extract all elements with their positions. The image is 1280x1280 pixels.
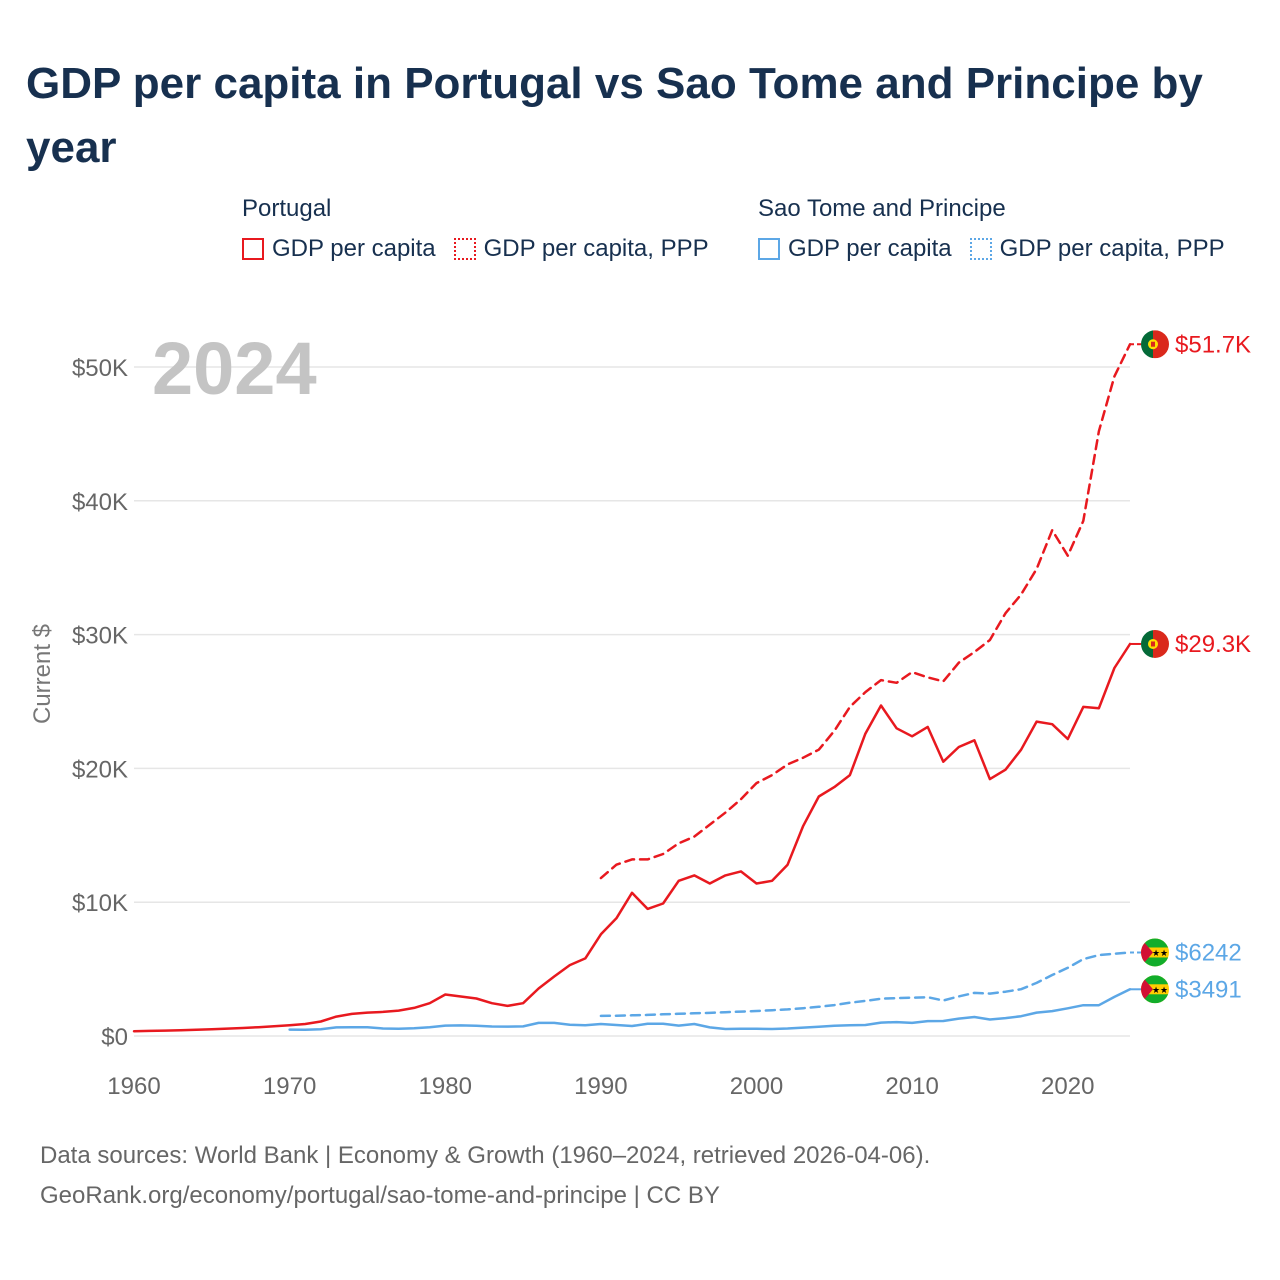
grid-lines bbox=[134, 366, 1130, 1037]
chart-title: GDP per capita in Portugal vs Sao Tome a… bbox=[26, 59, 1203, 172]
series-lines bbox=[132, 343, 1132, 1033]
legend-swatch-solid-icon bbox=[758, 238, 780, 260]
legend-item-label: GDP per capita bbox=[272, 235, 436, 262]
y-tick-label: $10K bbox=[72, 890, 128, 917]
legend-item-portugal-gdp[interactable]: GDP per capita bbox=[242, 234, 436, 264]
x-tick-label: 2010 bbox=[885, 1073, 938, 1100]
legend-country-label: Portugal bbox=[242, 195, 332, 222]
y-tick-label: $40K bbox=[72, 489, 128, 516]
legend-item-label: GDP per capita, PPP bbox=[999, 235, 1225, 262]
legend-item-label: GDP per capita bbox=[788, 235, 952, 262]
legend-group-sao-tome: Sao Tome and Principe GDP per capita GDP… bbox=[758, 194, 1225, 264]
y-tick-label: $0 bbox=[101, 1024, 128, 1051]
footer-sources: Data sources: World Bank | Economy & Gro… bbox=[40, 1142, 931, 1169]
end-value-label: $29.3K bbox=[1175, 631, 1251, 658]
sao-tome-flag-icon: ★★ bbox=[1141, 938, 1169, 967]
x-tick-label: 1990 bbox=[574, 1073, 627, 1100]
series-line-0 bbox=[132, 642, 1132, 1033]
legend-swatch-dotted-icon bbox=[453, 238, 476, 260]
x-tick-label: 1960 bbox=[107, 1073, 160, 1100]
year-watermark: 2024 bbox=[152, 327, 317, 410]
y-axis-label: Current $ bbox=[29, 624, 56, 724]
series-line-3 bbox=[599, 951, 1132, 1018]
end-value-label: $51.7K bbox=[1175, 331, 1251, 358]
y-tick-label: $50K bbox=[72, 355, 128, 382]
legend-swatch-dotted-icon bbox=[969, 238, 992, 260]
series-line-1 bbox=[599, 343, 1132, 880]
y-tick-label: $30K bbox=[72, 623, 128, 650]
legend-country-label: Sao Tome and Principe bbox=[758, 195, 1006, 222]
legend-item-sao-tome-gdp-ppp[interactable]: GDP per capita, PPP bbox=[969, 234, 1225, 264]
portugal-flag-icon bbox=[1141, 629, 1169, 658]
svg-text:★★: ★★ bbox=[1152, 986, 1168, 996]
x-tick-label: 2000 bbox=[730, 1073, 783, 1100]
sao-tome-flag-icon: ★★ bbox=[1141, 975, 1169, 1004]
legend-item-portugal-gdp-ppp[interactable]: GDP per capita, PPP bbox=[453, 234, 709, 264]
legend-group-portugal: Portugal GDP per capita GDP per capita, … bbox=[242, 194, 709, 264]
svg-text:★★: ★★ bbox=[1152, 949, 1168, 959]
legend-item-sao-tome-gdp[interactable]: GDP per capita bbox=[758, 234, 952, 264]
footer: Data sources: World Bank | Economy & Gro… bbox=[40, 1136, 930, 1216]
x-tick-label: 2020 bbox=[1041, 1073, 1094, 1100]
end-markers: $29.3K $51.7K ★★ $3491 ★★ $6242 bbox=[1130, 330, 1251, 1004]
legend-item-label: GDP per capita, PPP bbox=[483, 235, 709, 262]
end-value-label: $6242 bbox=[1175, 939, 1242, 966]
end-value-label: $3491 bbox=[1175, 976, 1242, 1003]
x-axis-ticks: 1960 1970 1980 1990 2000 2010 2020 bbox=[107, 1073, 1094, 1100]
x-tick-label: 1970 bbox=[263, 1073, 316, 1100]
series-line-2 bbox=[288, 988, 1132, 1031]
legend-swatch-solid-icon bbox=[242, 238, 264, 260]
line-chart: 2024 $0 $10K $20K $30K $40K $50K 1960 1970 1980… bbox=[29, 327, 1251, 1100]
x-tick-label: 1980 bbox=[419, 1073, 472, 1100]
y-tick-label: $20K bbox=[72, 756, 128, 783]
footer-link[interactable]: GeoRank.org/economy/portugal/sao-tome-an… bbox=[40, 1182, 720, 1209]
portugal-flag-icon bbox=[1141, 330, 1169, 359]
y-axis-ticks: $0 $10K $20K $30K $40K $50K bbox=[72, 355, 128, 1051]
